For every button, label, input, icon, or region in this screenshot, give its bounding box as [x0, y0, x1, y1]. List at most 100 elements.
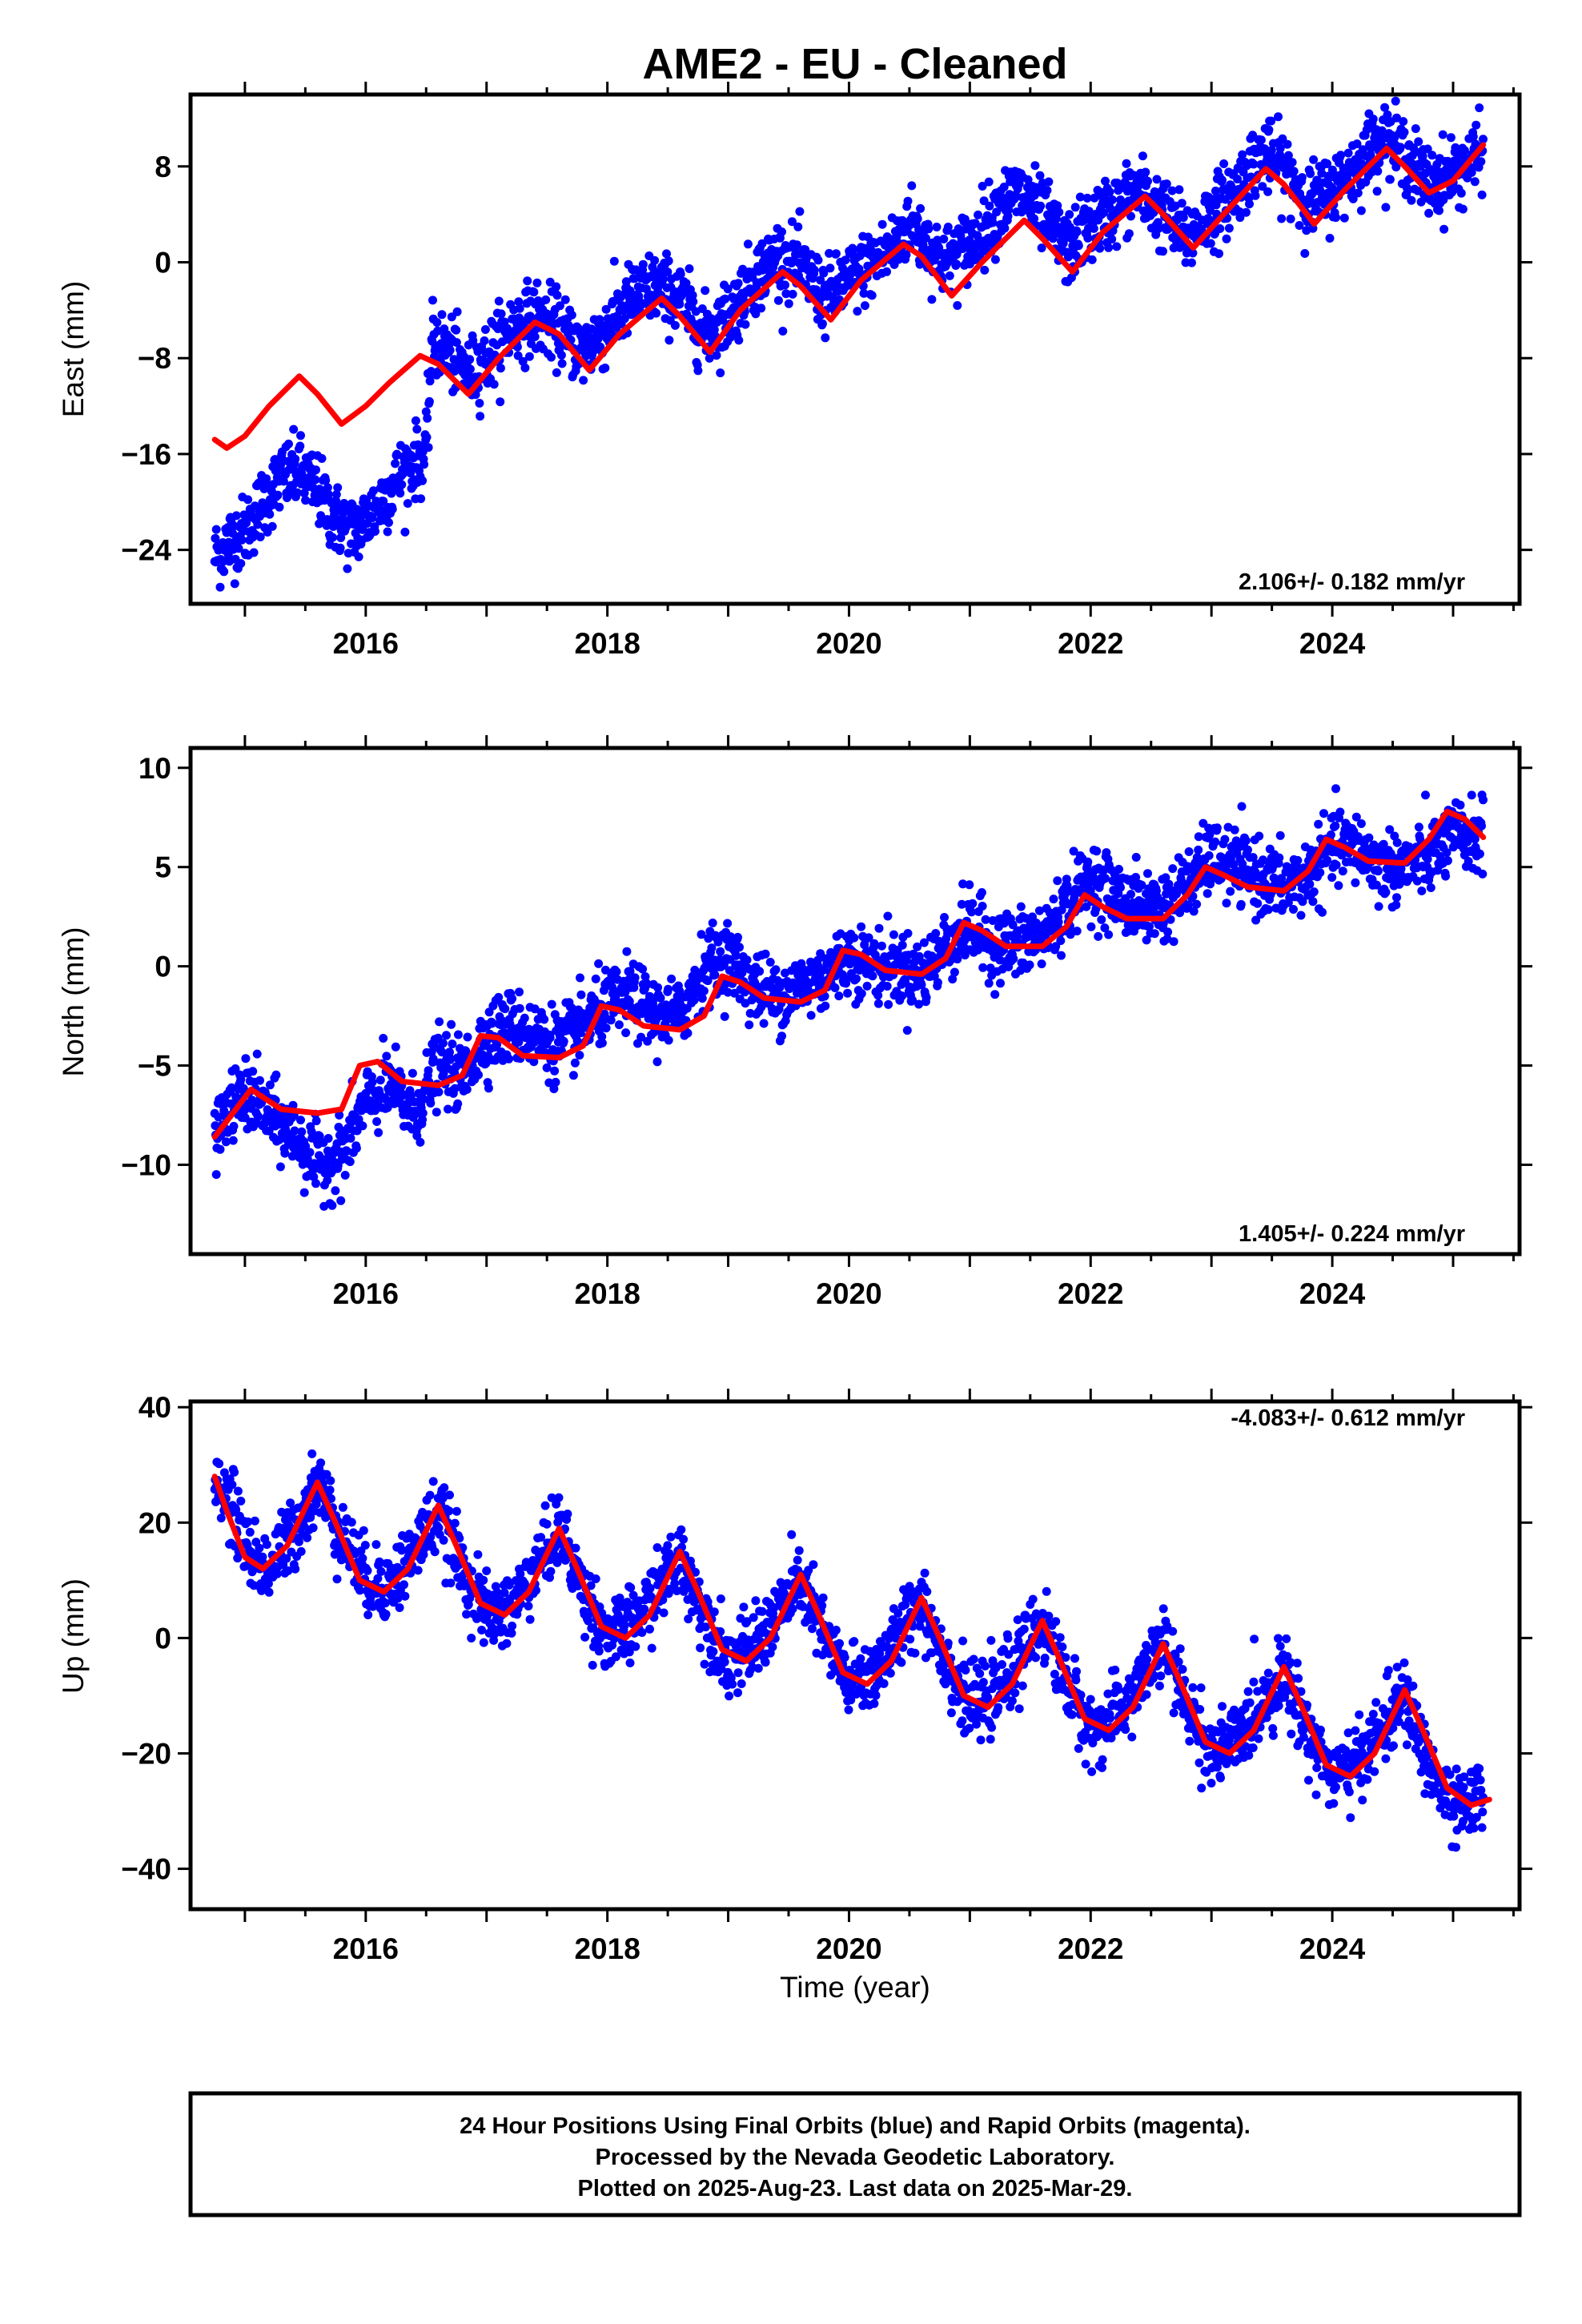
east-data-point [1283, 151, 1293, 160]
east-data-point [496, 397, 505, 407]
north-data-point [914, 999, 924, 1009]
north-data-point [622, 947, 632, 956]
north-y-tick-label: 10 [139, 752, 171, 785]
east-data-point [1053, 201, 1062, 211]
north-data-point [765, 958, 775, 967]
north-data-point [841, 979, 851, 988]
north-data-point [351, 1144, 361, 1153]
north-data-point [1057, 905, 1066, 915]
east-data-point [676, 269, 685, 279]
north-data-point [884, 999, 893, 1009]
up-data-point [263, 1579, 273, 1589]
north-data-point [442, 1031, 451, 1040]
north-data-point [529, 1057, 539, 1067]
north-data-point [1331, 821, 1340, 830]
east-data-point [867, 291, 877, 300]
east-data-point [295, 441, 305, 451]
east-data-point [1446, 133, 1456, 143]
east-data-point [465, 364, 475, 374]
east-data-point [1107, 195, 1117, 204]
north-data-point [550, 1066, 560, 1076]
east-data-point [924, 224, 934, 234]
north-data-point [545, 1033, 555, 1043]
east-data-point [513, 351, 523, 360]
north-data-point [653, 983, 663, 992]
east-data-point [980, 265, 990, 275]
east-data-point [215, 582, 225, 592]
north-data-point [1034, 906, 1044, 915]
east-data-point [701, 286, 710, 296]
east-data-point [1000, 223, 1010, 233]
north-data-point [1335, 807, 1345, 817]
east-data-point [1037, 243, 1046, 253]
east-data-point [1215, 224, 1225, 233]
north-data-point [1479, 795, 1488, 805]
north-data-point [1183, 900, 1193, 910]
north-data-point [323, 1176, 332, 1185]
east-data-point [1476, 157, 1486, 167]
east-data-point [273, 490, 283, 500]
east-data-point [813, 255, 823, 265]
north-data-point [1083, 857, 1093, 866]
east-data-point [424, 396, 434, 406]
north-data-point [984, 979, 994, 988]
north-data-point [1315, 868, 1325, 878]
east-data-point [332, 500, 342, 509]
east-data-point [979, 196, 989, 206]
east-data-point [757, 304, 766, 313]
north-data-point [931, 929, 941, 938]
north-data-point [957, 899, 966, 909]
east-data-point [620, 314, 629, 324]
east-data-point [420, 460, 429, 469]
north-data-point [1169, 937, 1178, 947]
north-data-point [1086, 922, 1096, 931]
east-data-point [1075, 192, 1085, 202]
east-data-point [716, 368, 725, 378]
east-data-point [557, 359, 567, 368]
east-data-point [369, 486, 378, 496]
north-data-point [723, 919, 733, 928]
up-data-point [215, 1459, 224, 1469]
north-data-point [248, 1067, 258, 1076]
east-data-point [1042, 186, 1052, 195]
east-data-point [465, 355, 475, 364]
east-data-point [1095, 243, 1105, 253]
north-data-point [508, 994, 517, 1003]
east-data-point [816, 275, 825, 285]
east-data-point [1309, 155, 1319, 164]
north-data-point [1204, 850, 1214, 860]
north-data-point [1241, 836, 1251, 846]
north-data-point [1131, 873, 1141, 882]
north-data-point [1212, 823, 1222, 833]
north-data-point [710, 970, 720, 979]
north-data-point [948, 975, 958, 984]
east-data-point [1460, 146, 1469, 155]
east-data-point [1399, 117, 1408, 127]
north-data-point [950, 967, 959, 977]
east-data-point [424, 443, 433, 452]
north-data-point [638, 964, 648, 974]
east-data-point [1249, 159, 1259, 169]
north-data-point [689, 995, 699, 1005]
north-data-point [940, 913, 949, 922]
east-data-point [1366, 150, 1375, 159]
east-data-point [1251, 191, 1260, 200]
east-data-point [383, 527, 392, 537]
up-data-point [306, 1513, 315, 1522]
east-data-point [421, 407, 431, 416]
north-data-point [1263, 905, 1273, 915]
north-data-point [908, 995, 917, 1005]
north-data-point [374, 1128, 383, 1137]
east-data-point [1219, 159, 1229, 168]
up-data-point [231, 1505, 241, 1514]
up-data-point [286, 1498, 295, 1508]
east-data-point [555, 301, 564, 311]
east-x-tick-label: 2018 [574, 627, 640, 660]
east-data-point [1138, 151, 1147, 161]
east-data-point [1087, 255, 1097, 264]
north-data-point [608, 983, 617, 992]
north-data-point [1016, 902, 1026, 911]
north-data-point [645, 991, 654, 1001]
north-data-point [1251, 915, 1261, 925]
east-data-point [335, 543, 345, 553]
